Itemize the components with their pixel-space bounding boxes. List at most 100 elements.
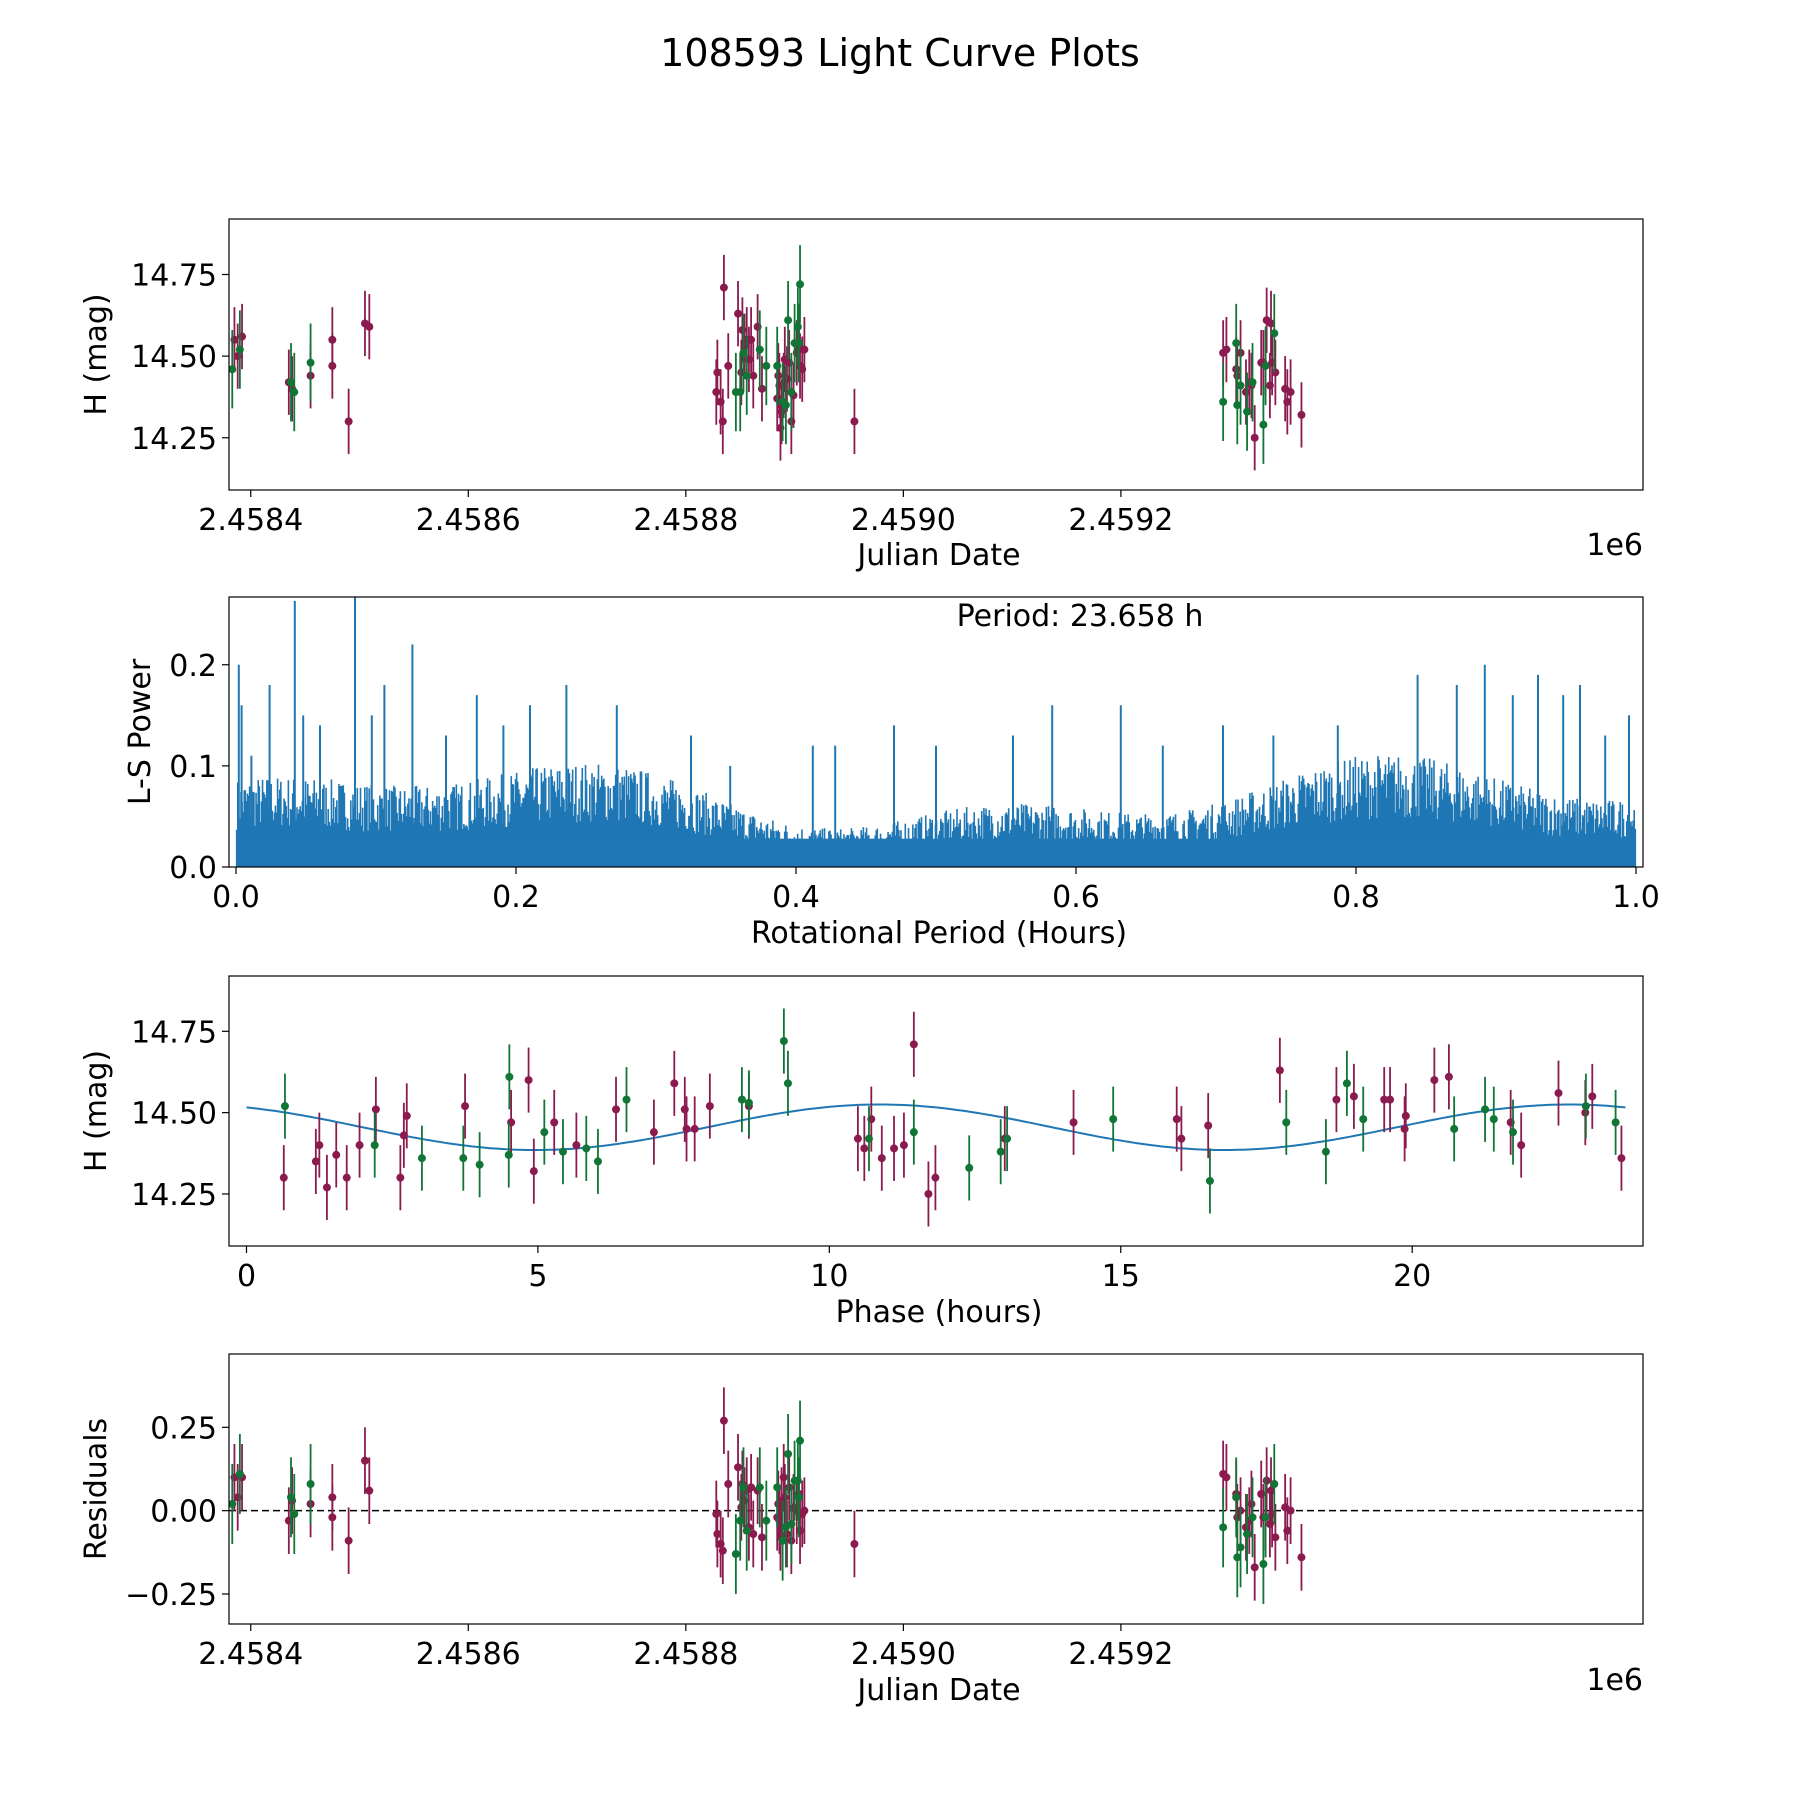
x-tick-label: 2.4588 — [633, 503, 738, 538]
data-point — [280, 1102, 289, 1111]
data-point — [1286, 388, 1295, 397]
x-tick-label: 10 — [810, 1259, 848, 1294]
x-tick-label: 0.2 — [492, 880, 540, 915]
data-point — [1259, 420, 1268, 429]
data-point — [1232, 339, 1241, 348]
axes-frame — [228, 218, 1644, 491]
data-point — [290, 388, 299, 397]
data-point — [1219, 397, 1228, 406]
series-green — [229, 245, 1279, 464]
plot-area-res — [229, 1387, 1643, 1604]
data-point — [742, 1526, 751, 1535]
data-point — [1342, 1079, 1351, 1088]
y-tick-label: 0.1 — [169, 750, 217, 785]
data-point — [1243, 407, 1252, 416]
data-point — [311, 1157, 320, 1166]
x-axis-label: Julian Date — [855, 538, 1020, 573]
x-tick-label: 2.4592 — [1068, 503, 1173, 538]
data-point — [755, 345, 764, 354]
data-point — [778, 1536, 787, 1545]
periodogram-series — [235, 597, 1637, 867]
x-tick-label: 0 — [237, 1259, 256, 1294]
data-point — [360, 1456, 369, 1465]
data-point — [931, 1173, 940, 1182]
data-point — [782, 1530, 791, 1538]
panel-res: 2.4584 2.4586 2.4588 2.4590 2.4592 −0.25 0.00 0… — [79, 1353, 1644, 1708]
data-point — [736, 388, 745, 397]
data-point — [736, 1516, 745, 1525]
data-point — [762, 1516, 771, 1525]
model-curve — [246, 1103, 1626, 1151]
data-point — [1267, 319, 1276, 328]
plot-area-phase — [246, 1008, 1626, 1227]
data-point — [365, 322, 374, 331]
y-axis-label: H (mag) — [79, 293, 114, 415]
data-point — [781, 401, 790, 410]
y-axis-label: H (mag) — [79, 1050, 114, 1172]
data-point — [1297, 1553, 1306, 1562]
x-tick-label: 2.4586 — [416, 503, 521, 538]
data-point — [1481, 1105, 1490, 1114]
data-point — [860, 1144, 869, 1153]
data-point — [734, 309, 743, 318]
data-point — [718, 1546, 727, 1555]
data-point — [1241, 1523, 1250, 1532]
x-tick-label: 2.4584 — [198, 503, 303, 538]
data-point — [724, 361, 733, 370]
y-tick-label: 14.75 — [131, 1015, 217, 1050]
data-point — [719, 1416, 728, 1425]
series-red — [279, 1011, 1626, 1227]
data-point — [229, 1500, 237, 1508]
data-point — [773, 1483, 782, 1492]
data-point — [1400, 1124, 1409, 1133]
data-point — [355, 1141, 364, 1150]
data-point — [793, 322, 802, 331]
data-point — [504, 1150, 513, 1159]
data-point — [800, 345, 809, 354]
data-point — [755, 1483, 764, 1492]
data-point — [235, 1470, 244, 1478]
data-point — [1236, 1543, 1245, 1552]
data-point — [1236, 381, 1245, 390]
data-point — [996, 1147, 1005, 1156]
data-point — [328, 361, 337, 370]
data-point — [315, 1141, 324, 1150]
data-point — [344, 417, 353, 426]
x-axis-label: Phase (hours) — [836, 1295, 1043, 1330]
panel-phase: 0 5 10 15 20 14.25 14.50 14.75 Phase (hours) H (m… — [79, 975, 1644, 1330]
y-tick-label: 0.25 — [150, 1411, 217, 1446]
data-point — [877, 1154, 886, 1163]
data-point — [784, 316, 793, 325]
data-point — [1248, 1513, 1257, 1522]
data-point — [924, 1189, 933, 1198]
x-axis-label: Julian Date — [855, 1673, 1020, 1708]
data-point — [890, 1144, 899, 1153]
data-point — [1386, 1095, 1395, 1104]
data-point — [762, 361, 771, 370]
y-tick-label: 14.25 — [131, 422, 217, 457]
y-tick-label: 14.25 — [131, 1178, 217, 1213]
data-point — [402, 1111, 411, 1120]
data-point — [1283, 397, 1292, 406]
data-point — [505, 1072, 514, 1081]
data-point — [850, 1540, 859, 1548]
data-point — [1248, 378, 1257, 387]
y-tick-label: 0.00 — [150, 1495, 217, 1530]
data-point — [853, 1134, 862, 1143]
y-tick-label: 0.2 — [169, 649, 217, 684]
data-point — [344, 1536, 353, 1545]
data-point — [1617, 1154, 1626, 1163]
data-point — [712, 1510, 721, 1518]
period-annotation: Period: 23.658 h — [957, 599, 1204, 634]
data-point — [1241, 388, 1250, 397]
data-point — [724, 1480, 733, 1488]
data-point — [747, 1483, 756, 1492]
data-point — [731, 1550, 740, 1558]
data-point — [1261, 1513, 1270, 1522]
x-tick-label: 5 — [528, 1259, 547, 1294]
data-point — [1205, 1176, 1214, 1185]
x-tick-label: 0.6 — [1052, 880, 1100, 915]
data-point — [682, 1124, 691, 1133]
data-point — [1581, 1102, 1590, 1111]
